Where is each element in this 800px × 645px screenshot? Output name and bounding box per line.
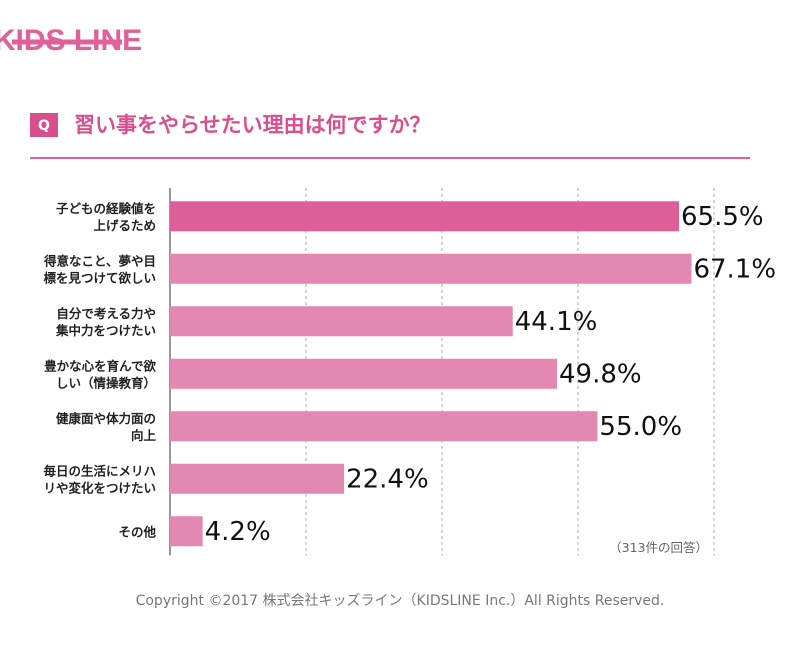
category-label: 上げるため [93,218,156,233]
value-label: 49.8% [559,359,642,389]
category-label: 集中力をつけたい [55,323,156,338]
bar [170,516,203,547]
category-label: その他 [118,524,156,539]
value-label: 4.2% [205,517,271,547]
bar [170,411,598,442]
bar [170,358,558,389]
category-label: 子どもの経験値を [56,201,156,216]
category-label: 健康面や体力面の [56,411,156,426]
footer: Copyright ©2017 株式会社キッズライン（KIDSLINE Inc.… [136,593,665,609]
bar [170,253,692,284]
chart-title: 習い事をやらせたい理由は何ですか？ [74,113,431,137]
bar [170,463,345,494]
category-label: 毎日の生活にメリハ [43,463,156,478]
category-label: リや変化をつけたい [43,480,156,495]
category-label: 向上 [131,428,157,443]
bar [170,201,680,232]
q-badge-text: Q [38,118,50,134]
category-label: 自分で考える力や [56,306,156,321]
category-label: 豊かな心を育んで欲 [44,358,156,373]
value-label: 44.1% [515,307,598,337]
category-label: しい（情操教育） [56,375,156,390]
value-label: 55.0% [599,412,682,442]
bar [170,306,513,337]
q-badge [30,113,58,137]
value-label: 65.5% [681,202,764,232]
value-label: 67.1% [693,254,776,284]
logo: KIDS LINE [0,24,142,57]
category-label: 標を見つけて欲しい [43,270,156,285]
note: （313件の回答） [609,540,708,555]
logo-text: KIDS LINE [0,24,142,57]
value-label: 22.4% [346,464,429,494]
category-label: 得意なこと、夢や目 [43,253,156,268]
